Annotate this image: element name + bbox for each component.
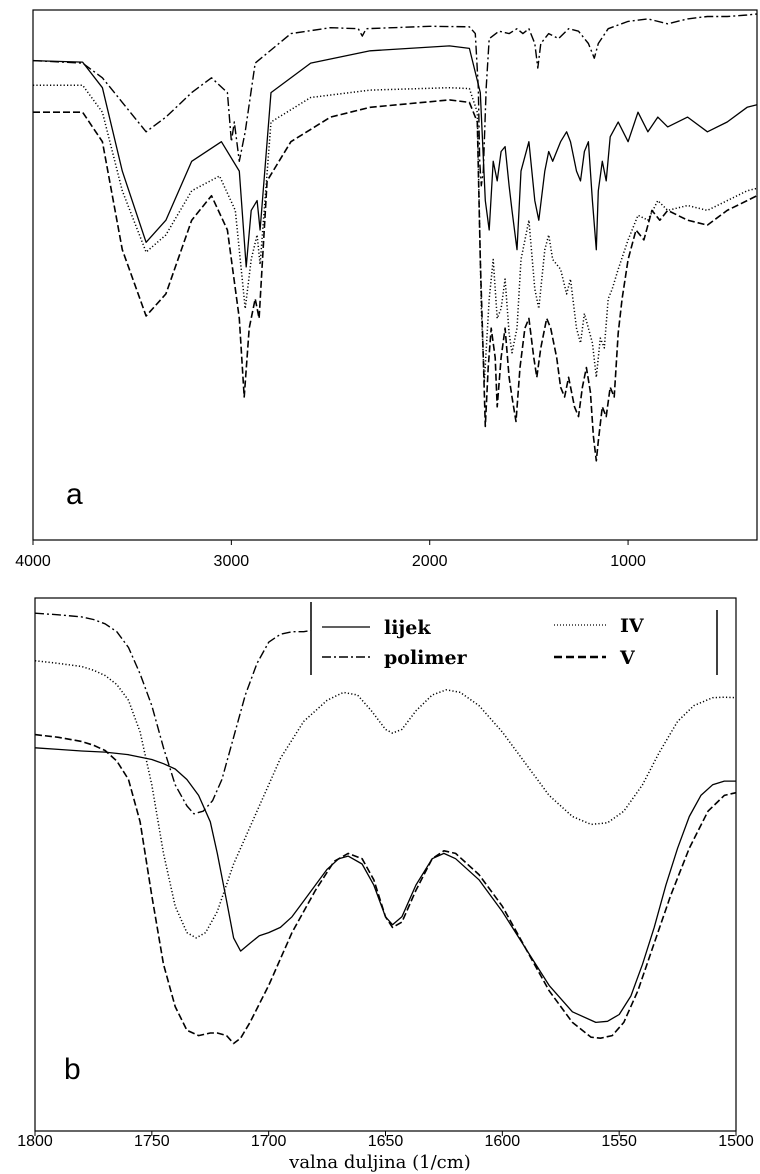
x-tick-label-3000: 3000	[214, 553, 250, 570]
legend-background	[312, 600, 716, 666]
panel-b-series-lijek	[34, 747, 736, 1024]
legend-label-lijek: lijek	[384, 617, 431, 639]
panel-a-frame	[32, 9, 758, 541]
x-tick-label-1550: 1550	[601, 1133, 637, 1150]
panel-b-frame	[34, 597, 737, 1132]
panel-b-series-polimer	[34, 612, 311, 815]
panel-b-label: b	[64, 1053, 81, 1086]
x-tick-label-1600: 1600	[485, 1133, 521, 1150]
panel-b-series	[34, 612, 737, 1045]
panel-b-xaxis: 1800 1750 1700 1650 1600 1550 1500	[17, 1131, 754, 1150]
x-axis-label: valna duljina (1/cm)	[288, 1152, 471, 1173]
x-tick-label-1750: 1750	[134, 1133, 170, 1150]
panel-a-series-solid	[32, 45, 758, 268]
legend: lijek polimer IV V	[310, 600, 718, 675]
x-tick-label-2000: 2000	[412, 553, 448, 570]
panel-b-series-iv	[34, 659, 737, 939]
x-tick-label-1800: 1800	[17, 1133, 53, 1150]
x-tick-label-1000: 1000	[610, 553, 646, 570]
legend-label-polimer: polimer	[384, 647, 468, 669]
x-tick-label-1650: 1650	[368, 1133, 404, 1150]
x-tick-label-4000: 4000	[15, 553, 51, 570]
panel-b: 1800 1750 1700 1650 1600 1550 1500 b lijek pol…	[17, 597, 754, 1173]
panel-b-series-v	[34, 733, 737, 1045]
panel-a-xaxis: 4000 3000 2000 1000	[15, 540, 646, 570]
legend-label-iv: IV	[620, 615, 645, 637]
panel-a-series-dashed	[33, 99, 758, 462]
panel-a-series-dotted	[33, 84, 758, 384]
panel-a-series-dashdot	[32, 13, 758, 187]
panel-a: 4000 3000 2000 1000 a	[15, 9, 758, 570]
legend-label-v: V	[619, 647, 636, 669]
panel-a-series	[32, 13, 758, 462]
x-tick-label-1500: 1500	[718, 1133, 754, 1150]
x-tick-label-1700: 1700	[251, 1133, 287, 1150]
panel-a-label: a	[66, 478, 83, 511]
